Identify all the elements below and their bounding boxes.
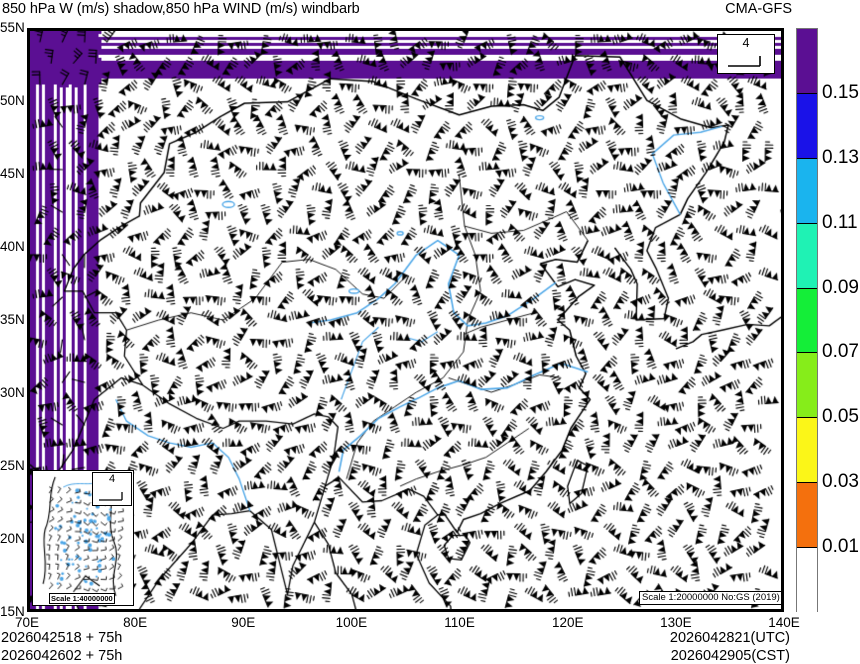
colorbar-tick: 0.13 <box>822 146 859 168</box>
valid-time-cst: 2026042905(CST) <box>670 648 790 664</box>
colorbar-band <box>797 548 817 613</box>
lat-tick-label: 15N <box>0 604 25 619</box>
lat-tick-label: 45N <box>0 166 25 181</box>
colorbar-band <box>797 418 817 484</box>
weather-field-canvas <box>30 31 781 609</box>
init-time-cst: 2026042602 + 75h <box>1 648 123 664</box>
lon-tick-label: 130E <box>660 615 692 630</box>
lat-tick-label: 35N <box>0 312 25 327</box>
lat-tick-label: 20N <box>0 531 25 546</box>
colorbar-band <box>797 223 817 289</box>
windbarb-legend-value: 4 <box>742 36 750 50</box>
colorbar[interactable] <box>796 28 818 613</box>
inset-map[interactable]: 4 Scale 1:40000000 <box>32 470 134 606</box>
inset-windbarb-legend: 4 <box>92 472 132 506</box>
inset-windbarb-legend-icon <box>99 492 123 501</box>
lat-tick-label: 55N <box>0 20 25 35</box>
map-plot-area[interactable]: 4 Scale 1:20000000 No:GS (2019) 1786 4 S… <box>27 28 784 612</box>
lon-tick-label: 120E <box>551 615 584 630</box>
valid-time-utc: 2026042821(UTC) <box>669 630 790 646</box>
colorbar-band <box>797 353 817 419</box>
colorbar-tick: 0.15 <box>822 81 859 103</box>
model-label: CMA-GFS <box>725 1 792 17</box>
page-title: 850 hPa W (m/s) shadow,850 hPa WIND (m/s… <box>2 1 360 17</box>
lon-tick-label: 100E <box>335 615 368 630</box>
map-scale-bar: Scale 1:20000000 No:GS (2019) 1786 <box>639 591 781 605</box>
lon-tick-label: 110E <box>444 615 475 630</box>
lon-tick-label: 140E <box>768 615 800 630</box>
lat-tick-label: 25N <box>0 458 25 473</box>
colorbar-band <box>797 158 817 224</box>
colorbar-tick: 0.03 <box>822 471 859 493</box>
colorbar-band <box>797 288 817 354</box>
colorbar-tick: 0.11 <box>822 211 858 233</box>
lon-tick-label: 80E <box>123 615 148 630</box>
colorbar-band <box>797 29 817 94</box>
colorbar-tick: 0.01 <box>822 536 859 558</box>
windbarb-legend-icon <box>728 56 761 67</box>
lon-tick-label: 90E <box>231 615 256 630</box>
init-time-utc: 2026042518 + 75h <box>1 630 123 646</box>
windbarb-legend: 4 <box>717 34 775 74</box>
lat-tick-label: 40N <box>0 239 25 254</box>
colorbar-band <box>797 93 817 159</box>
colorbar-band <box>797 483 817 548</box>
lon-tick-label: 70E <box>14 615 40 630</box>
colorbar-tick: 0.09 <box>822 276 859 298</box>
lat-tick-label: 50N <box>0 93 25 108</box>
lat-tick-label: 30N <box>0 385 25 400</box>
inset-scale-bar: Scale 1:40000000 <box>49 593 115 604</box>
inset-windbarb-legend-value: 4 <box>108 473 116 485</box>
colorbar-tick: 0.05 <box>822 406 859 428</box>
colorbar-tick: 0.07 <box>822 341 859 363</box>
